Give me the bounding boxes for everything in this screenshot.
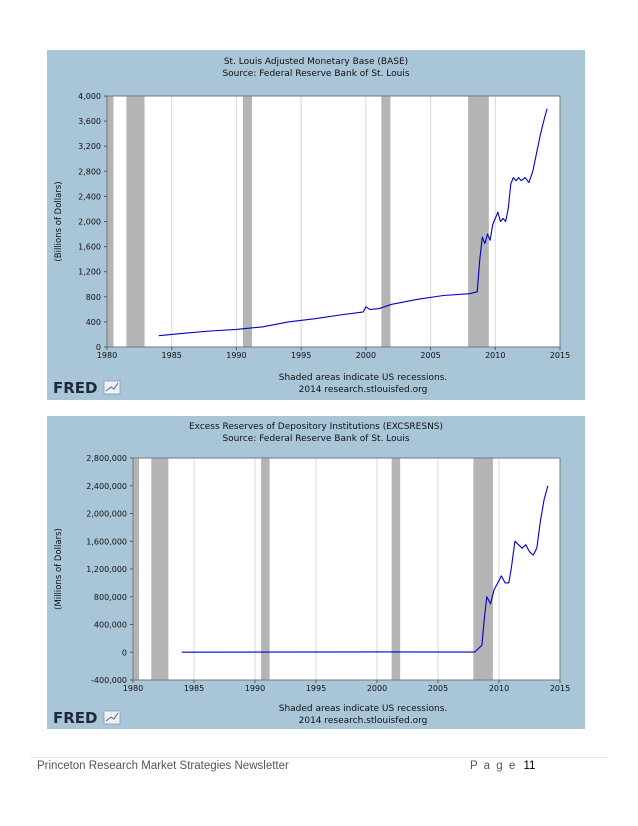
y-tick-label: 1,600,000 [86,537,127,546]
y-tick-label: 1,600 [78,243,101,252]
recession-note: Shaded areas indicate US recessions. [279,704,448,714]
x-tick-label: 2015 [550,684,570,693]
y-tick-label: 800 [86,293,101,302]
x-tick-label: 2000 [367,684,387,693]
fred-logo: FRED [53,379,121,397]
x-tick-label: 2010 [485,351,505,360]
y-tick-label: 2,800,000 [86,454,127,463]
y-tick-label: 2,400 [78,192,101,201]
page-indicator: P a g e 11 [470,760,535,772]
y-tick-label: -400,000 [91,676,127,685]
page-number: 11 [523,760,536,772]
y-axis-label: (Billions of Dollars) [54,181,64,261]
series-line [181,485,549,653]
source-url: 2014 research.stlouisfed.org [299,385,428,395]
recession-band [261,458,270,680]
x-tick-label: 1990 [245,684,265,693]
x-tick-label: 1985 [162,351,182,360]
x-tick-label: 2010 [489,684,509,693]
y-tick-label: 2,800 [78,167,101,176]
source-url: 2014 research.stlouisfed.org [299,716,428,726]
recession-band [107,96,114,347]
x-tick-label: 2015 [550,351,570,360]
x-tick-label: 1995 [306,684,326,693]
recession-note: Shaded areas indicate US recessions. [279,373,448,383]
recession-band [126,96,145,347]
x-tick-label: 1980 [97,351,117,360]
recession-band [473,458,493,680]
fred-logo-text: FRED [53,379,98,397]
newsletter-name: Princeton Research Market Strategies New… [37,760,289,772]
chart-title: Excess Reserves of Depository Institutio… [189,422,443,432]
y-tick-label: 3,200 [78,142,101,151]
y-tick-label: 400,000 [94,621,127,630]
x-tick-label: 1990 [226,351,246,360]
x-tick-label: 1985 [184,684,204,693]
x-tick-label: 1980 [123,684,143,693]
recession-band [391,458,401,680]
chart-panel-excess-reserves: Excess Reserves of Depository Institutio… [47,416,585,729]
footer-divider [30,757,608,758]
y-tick-label: 2,400,000 [86,482,127,491]
y-tick-label: 1,200 [78,268,101,277]
x-tick-label: 1995 [291,351,311,360]
y-tick-label: 800,000 [94,593,127,602]
y-tick-label: 400 [86,318,101,327]
series-line [158,108,548,337]
fred-logo-chart-glyph [105,382,119,392]
recession-band [381,96,391,347]
plot-area [133,458,560,680]
chart-subtitle: Source: Federal Reserve Bank of St. Loui… [222,434,409,444]
x-tick-label: 2000 [356,351,376,360]
x-tick-label: 2005 [428,684,448,693]
y-tick-label: 1,200,000 [86,565,127,574]
recession-band [468,96,489,347]
plot-border [132,457,561,681]
y-tick-label: 2,000 [78,218,101,227]
fred-logo: FRED [53,709,121,727]
fred-logo-text: FRED [53,709,98,727]
y-axis-label: (Millions of Dollars) [54,528,64,610]
y-tick-label: 0 [96,343,101,352]
plot-area [107,96,560,347]
monetary-base-chart-svg: St. Louis Adjusted Monetary Base (BASE) S… [53,57,570,397]
recession-band [151,458,169,680]
excess-reserves-chart-svg: Excess Reserves of Depository Institutio… [53,422,570,727]
chart-subtitle: Source: Federal Reserve Bank of St. Loui… [222,69,409,79]
y-tick-label: 3,600 [78,117,101,126]
y-tick-label: 4,000 [78,92,101,101]
chart-panel-monetary-base: St. Louis Adjusted Monetary Base (BASE) S… [47,50,585,400]
fred-logo-chart-glyph [105,712,119,722]
chart-title: St. Louis Adjusted Monetary Base (BASE) [224,57,408,67]
page-label: P a g e [470,760,517,772]
recession-band [242,96,252,347]
x-tick-label: 2005 [420,351,440,360]
y-tick-label: 0 [122,648,127,657]
plot-border [106,95,561,348]
recession-band [133,458,140,680]
y-tick-label: 2,000,000 [86,510,127,519]
